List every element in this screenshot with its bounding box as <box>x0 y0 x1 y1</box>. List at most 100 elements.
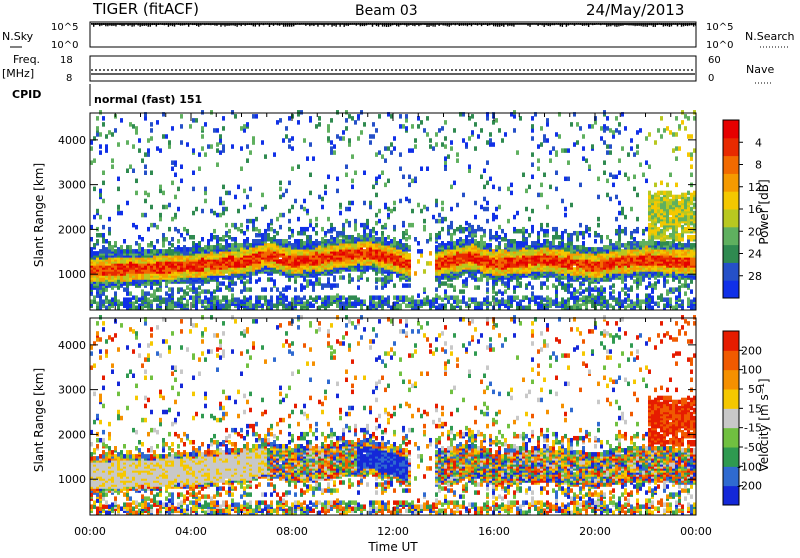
power-cell <box>168 144 171 149</box>
power-cell <box>372 134 375 139</box>
power-cell <box>114 265 117 270</box>
power-cell <box>405 295 408 300</box>
power-cell <box>573 245 576 250</box>
power-cell <box>450 225 453 230</box>
power-cell <box>342 130 345 135</box>
power-cell <box>366 219 369 224</box>
power-cell <box>510 263 513 268</box>
power-cell <box>114 241 117 246</box>
power-cell <box>498 241 501 246</box>
power-cell <box>498 205 501 210</box>
power-cell <box>321 197 324 202</box>
power-cell <box>336 134 339 139</box>
power-cell <box>201 126 204 131</box>
power-cell <box>369 201 372 206</box>
power-cell <box>174 160 177 165</box>
power-cell <box>462 253 465 258</box>
power-cell <box>450 233 453 238</box>
power-cell <box>147 297 150 302</box>
power-cell <box>183 245 186 250</box>
power-cell <box>279 259 282 264</box>
power-cell <box>207 144 210 149</box>
power-cell <box>630 146 633 151</box>
power-cell <box>432 146 435 151</box>
power-cell <box>342 295 345 300</box>
power-cell <box>477 225 480 230</box>
power-cell <box>582 156 585 161</box>
power-cell <box>306 156 309 161</box>
power-cell <box>474 285 477 290</box>
power-cell <box>516 229 519 234</box>
power-cell <box>144 164 147 169</box>
power-cell <box>114 295 117 300</box>
power-cell <box>438 283 441 288</box>
power-cell <box>546 277 549 282</box>
power-cell <box>180 287 183 292</box>
power-cell <box>171 160 174 165</box>
power-cell <box>528 263 531 268</box>
power-cell <box>585 303 588 308</box>
power-cell <box>216 162 219 167</box>
power-cell <box>405 303 408 308</box>
power-cell <box>102 245 105 250</box>
power-cell <box>195 263 198 268</box>
power-cell <box>315 251 318 256</box>
power-cell <box>183 289 186 294</box>
power-cell <box>129 164 132 169</box>
power-cell <box>471 225 474 230</box>
power-cell <box>615 229 618 234</box>
power-cell <box>480 277 483 282</box>
power-cell <box>360 251 363 256</box>
power-cell <box>225 295 228 300</box>
power-cell <box>108 299 111 304</box>
power-cell <box>138 243 141 248</box>
power-cell <box>261 193 264 198</box>
power-cell <box>567 160 570 165</box>
power-cell <box>228 255 231 260</box>
power-cell <box>315 255 318 260</box>
power-cell <box>219 201 222 206</box>
power-cell <box>480 205 483 210</box>
power-cell <box>603 245 606 250</box>
power-cell <box>300 227 303 232</box>
power-cell <box>588 247 591 252</box>
power-cell <box>102 199 105 204</box>
power-cell <box>174 247 177 252</box>
power-cell <box>135 306 138 311</box>
power-cell <box>597 247 600 252</box>
power-cell <box>615 217 618 222</box>
power-cell <box>318 245 321 250</box>
power-cell <box>597 195 600 200</box>
power-cell <box>603 287 606 292</box>
power-cell <box>486 243 489 248</box>
power-cell <box>216 213 219 218</box>
power-cell <box>393 295 396 300</box>
power-cell <box>273 303 276 308</box>
power-cell <box>366 243 369 248</box>
power-cell <box>363 243 366 248</box>
power-cell <box>288 144 291 149</box>
power-cell <box>111 245 114 250</box>
power-cell <box>330 140 333 145</box>
power-cell <box>264 287 267 292</box>
power-cell <box>402 243 405 248</box>
power-cell <box>186 259 189 264</box>
power-cell <box>363 171 366 176</box>
power-cell <box>552 283 555 288</box>
power-cell <box>315 281 318 286</box>
power-cell <box>435 287 438 292</box>
power-cell <box>558 241 561 246</box>
power-cell <box>423 269 426 274</box>
power-cell <box>411 295 414 300</box>
power-cell <box>192 295 195 300</box>
power-cell <box>576 289 579 294</box>
power-cell <box>474 215 477 220</box>
power-cell <box>600 295 603 300</box>
power-cell <box>243 239 246 244</box>
power-cell <box>462 138 465 143</box>
power-cell <box>303 265 306 270</box>
nave-tick-bottom: 0 <box>708 73 714 84</box>
power-cell <box>246 195 249 200</box>
power-cell <box>96 209 99 214</box>
power-cell <box>249 187 252 192</box>
